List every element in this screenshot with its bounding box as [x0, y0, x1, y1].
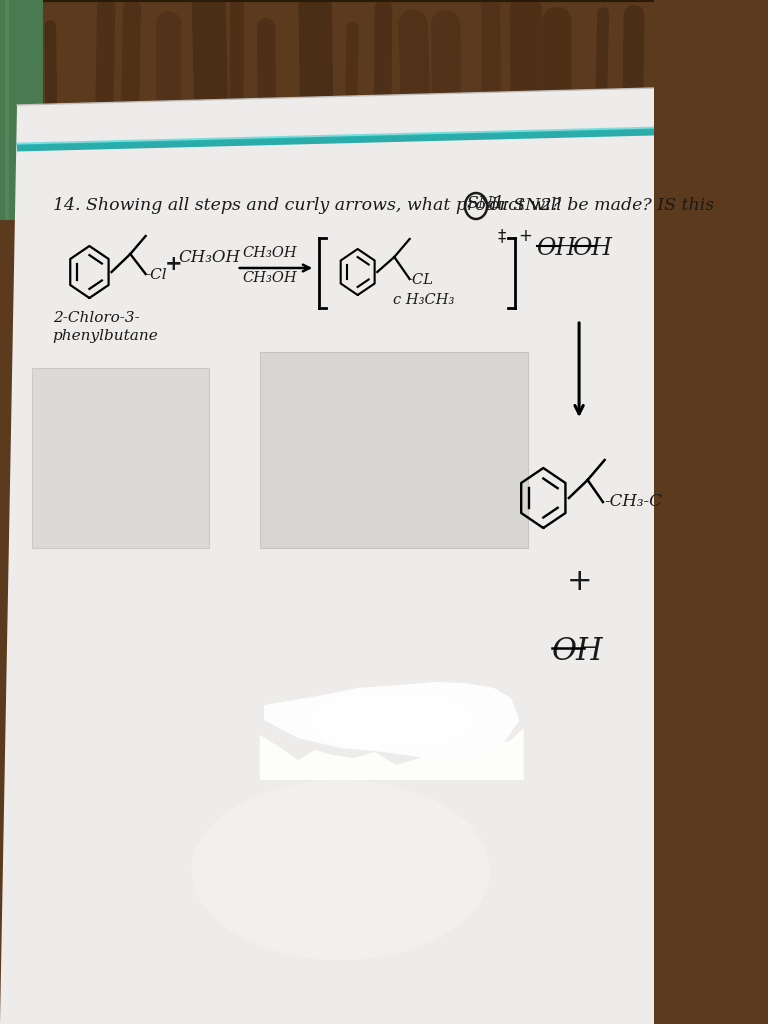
Text: CH₃OH: CH₃OH: [179, 249, 241, 266]
Text: -CL: -CL: [408, 273, 434, 287]
Text: -Cl: -Cl: [146, 268, 167, 282]
Text: c H₃CH₃: c H₃CH₃: [392, 293, 454, 307]
Text: CH₃OH: CH₃OH: [243, 271, 297, 285]
Text: ‡: ‡: [498, 227, 505, 245]
Text: OH: OH: [552, 636, 604, 667]
Text: -CH₃-C: -CH₃-C: [604, 493, 663, 510]
Text: 14. Showing all steps and curly arrows, what product will be made? IS this: 14. Showing all steps and curly arrows, …: [53, 197, 714, 214]
Text: CH₃OH: CH₃OH: [243, 246, 297, 260]
Text: +: +: [518, 227, 531, 245]
Text: +: +: [566, 567, 592, 596]
Text: OH: OH: [537, 237, 577, 260]
Ellipse shape: [306, 690, 477, 750]
Text: +: +: [164, 254, 182, 274]
Text: phenylbutane: phenylbutane: [53, 329, 158, 343]
Polygon shape: [0, 0, 42, 220]
Polygon shape: [264, 682, 519, 758]
Text: or SN2?: or SN2?: [488, 197, 561, 214]
Polygon shape: [0, 88, 654, 1024]
Ellipse shape: [191, 780, 490, 961]
Polygon shape: [0, 0, 654, 390]
Polygon shape: [32, 368, 209, 548]
Text: OH: OH: [572, 237, 612, 260]
Text: 2-Chloro-3-: 2-Chloro-3-: [53, 311, 140, 325]
Text: SN1: SN1: [467, 195, 505, 212]
Polygon shape: [260, 728, 524, 780]
Polygon shape: [260, 352, 528, 548]
